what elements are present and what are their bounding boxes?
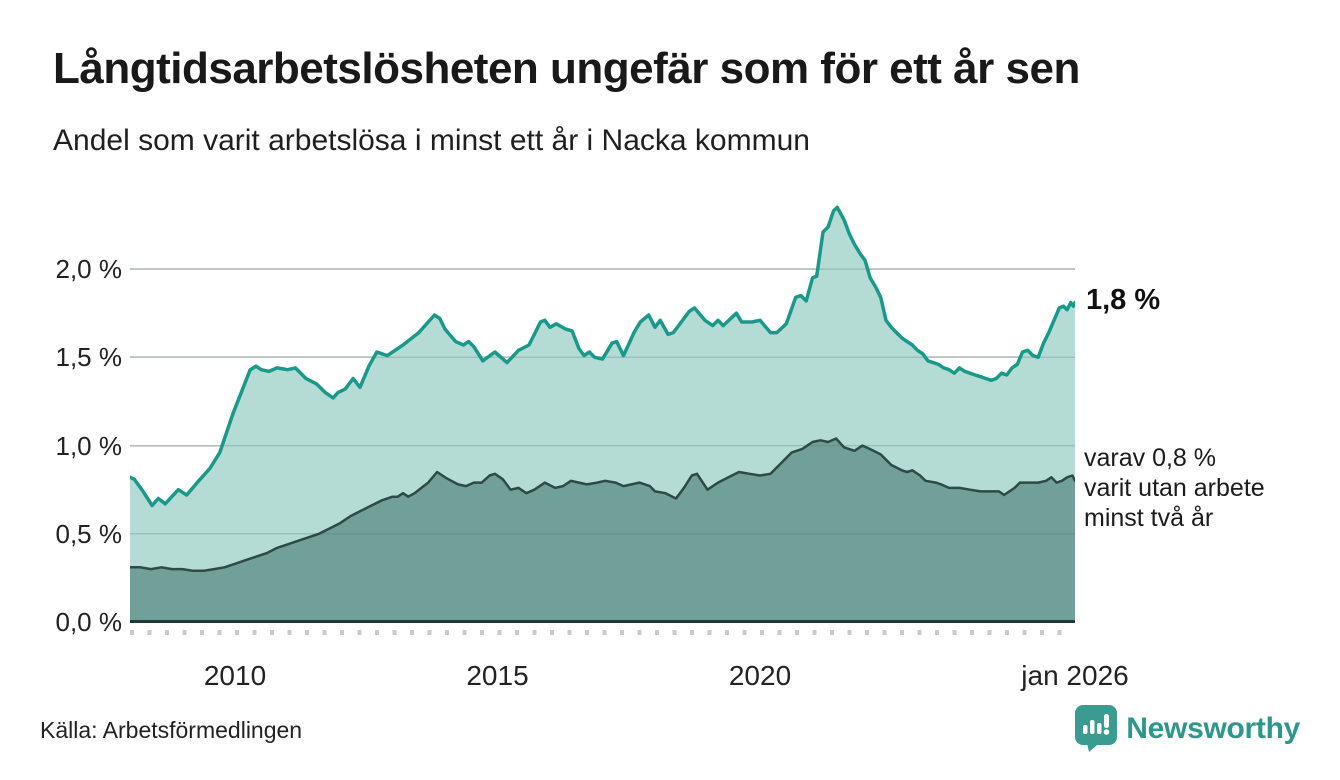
page-title: Långtidsarbetslösheten ungefär som för e… — [53, 44, 1080, 93]
area-chart-plot — [130, 205, 1075, 622]
brand-name: Newsworthy — [1126, 711, 1300, 745]
page-subtitle: Andel som varit arbetslösa i minst ett å… — [53, 124, 810, 157]
newsworthy-logo-icon — [1075, 705, 1118, 752]
axis-baseline — [130, 620, 1075, 623]
breakdown-annotation: varav 0,8 % varit utan arbete minst två … — [1084, 444, 1265, 532]
y-axis-label: 1,5 % — [55, 342, 123, 373]
y-axis-label: 0,5 % — [55, 518, 123, 549]
chart-area: 0,0 % 0,5 % 1,0 % 1,5 % 2,0 % 2010 2015 2020 ja… — [55, 205, 1265, 691]
y-axis-label: 1,0 % — [55, 430, 123, 461]
axis-tick-strip — [130, 630, 1075, 635]
end-value-label: 1,8 % — [1086, 284, 1161, 316]
unemployed-two-years-area — [130, 438, 1075, 622]
unemployed-two-years-line — [130, 437, 1075, 573]
gridline — [130, 268, 1075, 271]
y-axis-label: 2,0 % — [55, 254, 123, 285]
x-axis-label: 2015 — [466, 660, 529, 691]
total-unemployed-one-year-line — [130, 205, 1075, 508]
newsworthy-logo: Newsworthy — [1075, 705, 1300, 752]
source-note: Källa: Arbetsförmedlingen — [40, 717, 303, 743]
x-axis-label: 2020 — [728, 660, 792, 691]
x-axis-label: 2010 — [203, 660, 267, 691]
y-axis-label: 0,0 % — [55, 607, 123, 637]
x-axis-label: jan 2026 — [1021, 660, 1129, 691]
